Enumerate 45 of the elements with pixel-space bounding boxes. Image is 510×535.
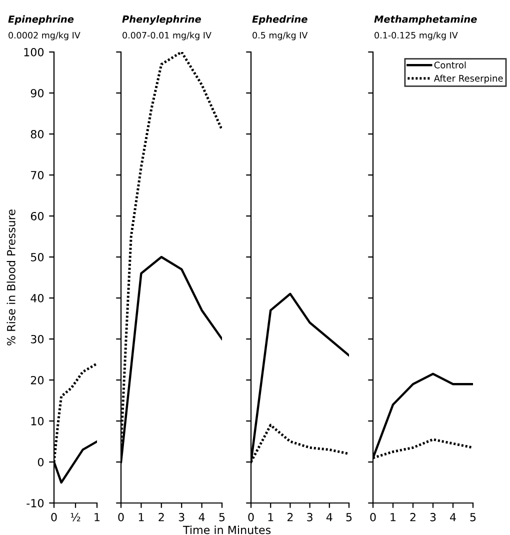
- x-tick-label: 5: [346, 513, 352, 522]
- x-tick-label: 4: [326, 513, 332, 522]
- chart-subtitle: 0.0002 mg/kg IV: [8, 32, 80, 40]
- x-tick-label: 5: [470, 513, 476, 522]
- x-tick-label: 5: [219, 513, 225, 522]
- y-tick-label: 40: [30, 294, 44, 302]
- x-tick-label: 0: [248, 512, 254, 522]
- x-tick-label: 2: [410, 512, 416, 522]
- chart-title: Phenylephrine: [122, 15, 201, 25]
- x-tick-label: 1: [138, 513, 144, 522]
- y-tick-label: 20: [30, 376, 44, 384]
- x-axis-title: Time in Minutes: [182, 526, 271, 534]
- y-tick-label: 30: [30, 334, 44, 344]
- y-tick-label: 90: [30, 88, 44, 98]
- chart-title: Methamphetamine: [374, 15, 477, 25]
- x-tick-label: 3: [307, 512, 312, 522]
- x-tick-label: 3: [178, 512, 184, 522]
- y-tick-label: 50: [30, 252, 44, 262]
- x-tick-label: ½: [70, 512, 80, 522]
- x-tick-label: 0: [51, 512, 57, 522]
- chart-subtitle: 0.1-0.125 mg/kg IV: [374, 32, 458, 40]
- x-tick-label: 2: [158, 512, 164, 522]
- x-tick-label: 2: [287, 512, 293, 522]
- y-tick-label: -10: [26, 498, 44, 508]
- y-tick-label: 100: [24, 48, 44, 56]
- y-axis-title: % Rise in Blood Pressure: [6, 210, 16, 346]
- x-tick-label: 4: [198, 513, 205, 522]
- x-tick-label: 3: [430, 512, 436, 522]
- x-tick-label: 1: [94, 513, 100, 522]
- chart-subtitle: 0.007-0.01 mg/kg IV: [122, 32, 212, 40]
- y-tick-label: 60: [30, 212, 44, 220]
- x-tick-label: 0: [370, 512, 376, 522]
- y-tick-label: 0: [38, 458, 44, 466]
- chart-title: Ephedrine: [252, 15, 308, 25]
- y-tick-label: 80: [30, 130, 44, 138]
- y-tick-label: 10: [31, 416, 44, 426]
- chart-subtitle: 0.5 mg/kg IV: [252, 32, 308, 40]
- x-tick-label: 0: [118, 512, 124, 522]
- chart-title: Epinephrine: [8, 15, 74, 25]
- y-tick-label: 70: [31, 170, 44, 180]
- x-tick-label: 1: [390, 513, 396, 522]
- x-tick-label: 1: [268, 513, 274, 522]
- x-tick-label: 4: [450, 513, 456, 522]
- legend-label: Control: [434, 61, 466, 68]
- legend-label: After Reserpine: [434, 74, 503, 84]
